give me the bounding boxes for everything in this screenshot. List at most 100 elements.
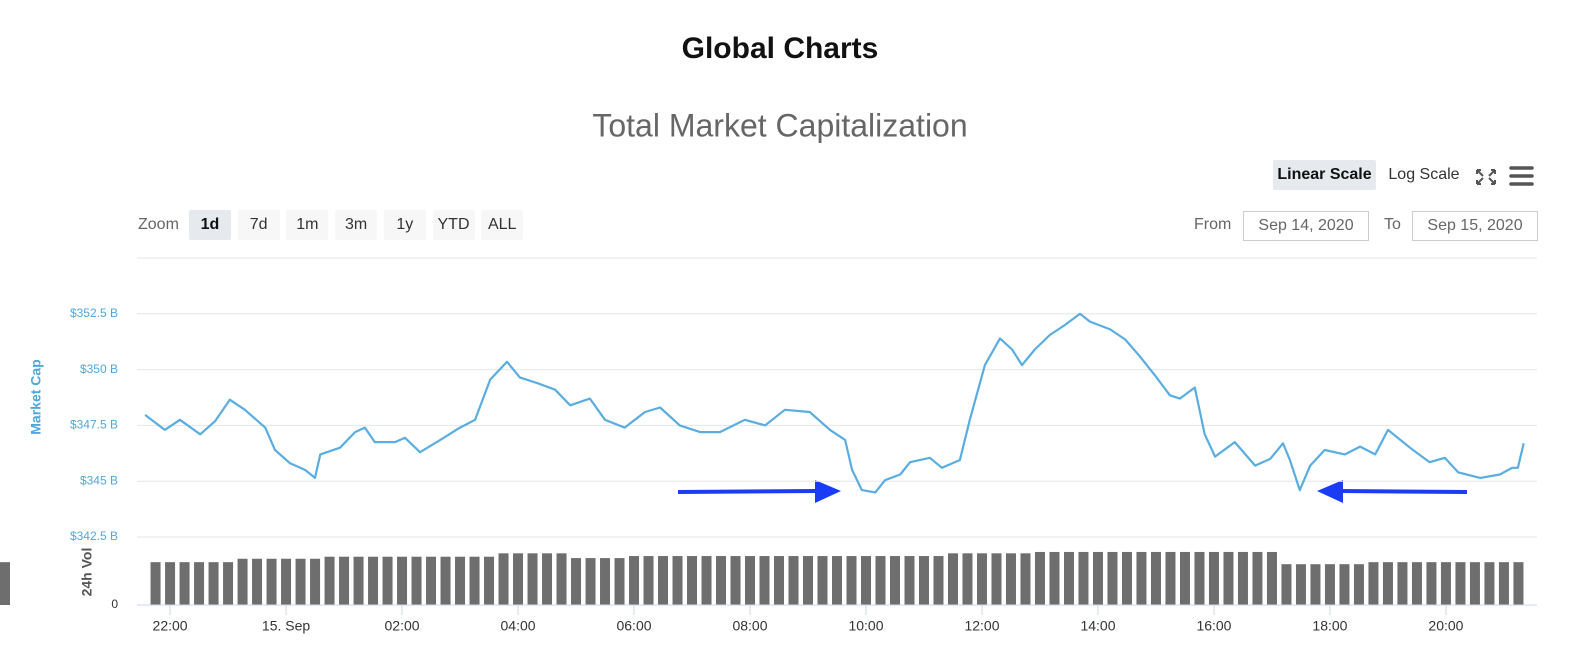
volume-bar <box>976 553 987 605</box>
volume-bar <box>310 558 321 605</box>
volume-bar <box>1092 551 1103 605</box>
volume-bar <box>1034 551 1045 605</box>
zoom-button[interactable]: 7d <box>237 210 280 240</box>
to-label: To <box>1384 216 1401 233</box>
volume-bar <box>1513 562 1524 605</box>
volume-bar <box>1179 551 1190 605</box>
volume-bar <box>1208 551 1219 605</box>
x-tick-label: 18:00 <box>1312 618 1347 634</box>
zoom-button[interactable]: 1m <box>286 210 329 240</box>
volume-bar <box>832 556 842 605</box>
arrow <box>1317 480 1468 503</box>
volume-bar <box>1252 551 1263 605</box>
y-tick-label: $352.5 B <box>70 306 118 320</box>
x-tick-label: 22:00 <box>153 618 188 634</box>
volume-bar <box>513 553 524 605</box>
volume-bar <box>614 558 625 605</box>
zoom-button[interactable]: 3m <box>335 210 378 240</box>
volume-bar <box>947 553 958 605</box>
x-tick-label: 12:00 <box>964 618 999 634</box>
volume-bar <box>179 562 190 605</box>
volume-bar <box>426 556 437 605</box>
volume-bar <box>368 556 379 605</box>
volume-bar <box>165 562 176 605</box>
date-input[interactable]: Sep 15, 2020 <box>1412 211 1538 241</box>
volume-bar <box>1411 562 1422 605</box>
volume-bar <box>860 556 871 605</box>
x-tick-label: 06:00 <box>616 618 651 634</box>
zoom-label: Zoom <box>138 216 179 233</box>
volume-bar <box>918 556 929 605</box>
date-input[interactable]: Sep 14, 2020 <box>1243 211 1369 241</box>
y-tick-label: $345 B <box>80 473 118 487</box>
volume-bar <box>1078 551 1089 605</box>
volume-bar <box>1469 562 1480 605</box>
volume-bar <box>643 556 654 605</box>
volume-bar <box>1150 551 1161 605</box>
volume-bar <box>629 556 640 605</box>
scale-button[interactable]: Log Scale <box>1388 166 1460 183</box>
volume-bar <box>889 556 900 605</box>
zoom-button[interactable]: ALL <box>481 210 524 240</box>
volume-bar <box>745 556 756 605</box>
zoom-button[interactable]: YTD <box>432 210 475 240</box>
volume-bar <box>353 556 364 605</box>
volume-bar <box>1223 551 1234 605</box>
volume-bar <box>252 558 263 605</box>
volume-bar <box>904 556 915 605</box>
volume-bar <box>933 556 944 605</box>
volume-bar <box>1353 564 1364 605</box>
volume-bar <box>846 556 857 605</box>
volume-bar <box>1165 551 1176 605</box>
arrow <box>677 480 841 503</box>
volume-bar <box>1194 551 1205 605</box>
volume-bar <box>1397 562 1408 605</box>
volume-bar <box>585 558 596 605</box>
volume-bar <box>788 556 799 605</box>
x-tick-label: 02:00 <box>385 618 420 634</box>
volume-bar <box>991 553 1002 605</box>
volume-bar <box>600 558 611 605</box>
volume-bar <box>817 556 828 605</box>
volume-bar <box>498 553 509 605</box>
volume-bar <box>455 556 466 605</box>
volume-bar <box>1382 562 1393 605</box>
volume-bar <box>194 562 205 605</box>
volume-bar <box>1440 562 1451 605</box>
volume-bar <box>962 553 973 605</box>
volume-bar <box>281 558 292 605</box>
volume-bar <box>1121 551 1132 605</box>
volume-bar <box>1237 551 1248 605</box>
volume-bar <box>1484 562 1495 605</box>
volume-bar <box>150 562 161 605</box>
volume-bar <box>324 556 335 605</box>
volume-bar <box>1049 551 1060 605</box>
fullscreen-icon[interactable] <box>1476 169 1496 185</box>
zoom-button[interactable]: 1d <box>189 210 231 240</box>
volume-bar <box>469 556 480 605</box>
menu-icon[interactable] <box>1509 166 1534 186</box>
volume-bar <box>658 556 669 605</box>
volume-axis-title: 24h Vol <box>79 548 95 597</box>
volume-bar <box>339 556 350 605</box>
scale-button[interactable]: Linear Scale <box>1273 160 1376 190</box>
volume-bar <box>556 553 567 605</box>
volume-bar <box>0 562 10 605</box>
x-tick-label: 14:00 <box>1080 618 1115 634</box>
volume-bar <box>1324 564 1335 605</box>
volume-bar <box>672 556 683 605</box>
y-tick-label: $350 B <box>80 362 118 376</box>
volume-bar <box>1455 562 1466 605</box>
volume-bar <box>411 556 422 605</box>
volume-bar <box>571 558 582 605</box>
chart-title: Total Market Capitalization <box>592 107 967 143</box>
x-tick-label: 08:00 <box>732 618 767 634</box>
from-label: From <box>1194 216 1232 233</box>
y-tick-label: $342.5 B <box>70 529 118 543</box>
volume-bar <box>208 562 219 605</box>
volume-bar <box>875 556 886 605</box>
volume-bar <box>1063 551 1074 605</box>
volume-bar <box>730 556 741 605</box>
volume-bar <box>237 558 248 605</box>
zoom-button[interactable]: 1y <box>383 210 426 240</box>
